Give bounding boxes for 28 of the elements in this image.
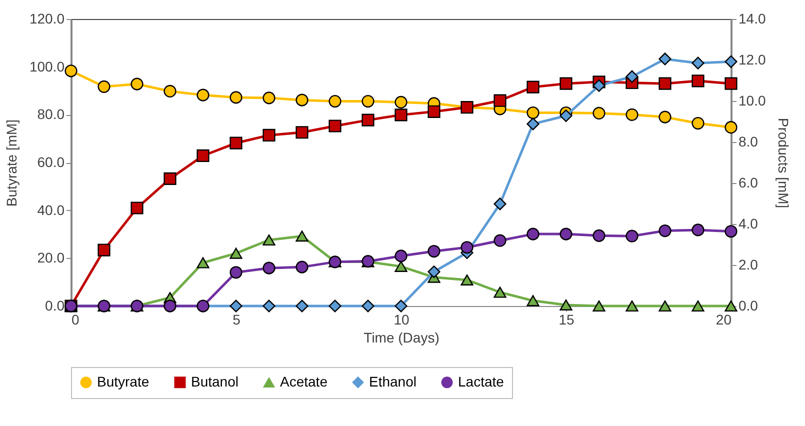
y-axis-title: Butyrate [mM] bbox=[3, 119, 20, 207]
x-axis-title: Time (Days) bbox=[364, 330, 440, 346]
x-tick-label: 5 bbox=[232, 312, 241, 328]
y2-tick-label: 14.0 bbox=[738, 10, 766, 26]
y-tick-label: 20.0 bbox=[37, 250, 65, 266]
legend-label: Ethanol bbox=[369, 373, 416, 390]
legend-label: Butanol bbox=[191, 373, 238, 390]
y-tick-label: 100.0 bbox=[29, 58, 65, 74]
y2-axis-title: Products [mM] bbox=[776, 118, 792, 208]
y2-tick-label: 8.0 bbox=[738, 134, 758, 150]
y-tick-label: 120.0 bbox=[29, 10, 65, 26]
y2-tick-label: 10.0 bbox=[738, 92, 766, 108]
y2-tick-label: 6.0 bbox=[738, 174, 758, 190]
y-tick-label: 80.0 bbox=[37, 106, 65, 122]
y-tick-label: 0.0 bbox=[45, 298, 65, 314]
y-tick-label: 60.0 bbox=[37, 154, 65, 170]
legend-label: Lactate bbox=[458, 373, 504, 390]
y2-tick-label: 0.0 bbox=[738, 298, 758, 314]
y-tick-label: 40.0 bbox=[37, 202, 65, 218]
y2-tick-label: 4.0 bbox=[738, 216, 758, 232]
x-tick-label: 0 bbox=[72, 312, 80, 328]
y2-tick-label: 12.0 bbox=[738, 52, 766, 68]
legend-label: Acetate bbox=[280, 374, 328, 390]
x-tick-label: 20 bbox=[716, 312, 732, 328]
y2-tick-label: 2.0 bbox=[738, 256, 758, 272]
legend-label: Butyrate bbox=[97, 373, 150, 390]
x-tick-label: 10 bbox=[394, 312, 410, 328]
x-tick-label: 15 bbox=[558, 312, 574, 328]
